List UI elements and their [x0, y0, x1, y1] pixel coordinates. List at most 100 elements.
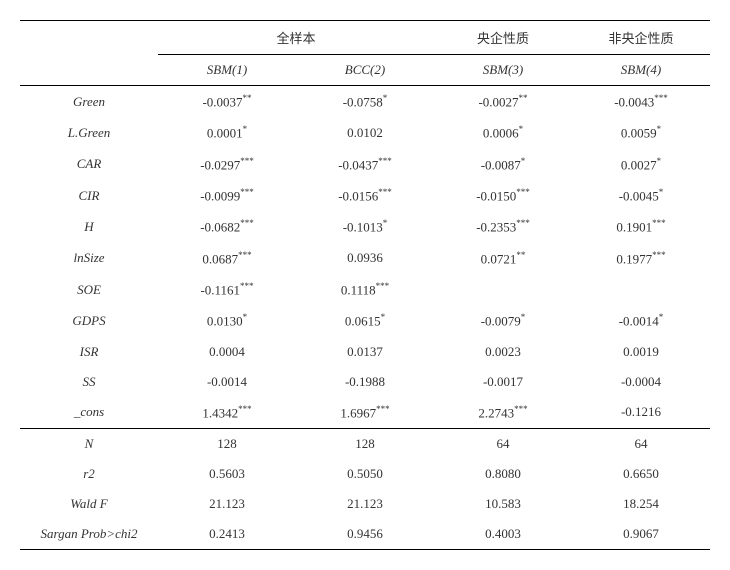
- cell-value: 0.0102: [296, 117, 434, 148]
- cell-value: 10.583: [434, 489, 572, 519]
- col-header-bcc2: BCC(2): [296, 55, 434, 86]
- cell-value: 0.5603: [158, 459, 296, 489]
- cell-value: 0.1118***: [296, 274, 434, 305]
- row-label: CAR: [20, 149, 158, 180]
- cell-value: 0.0023: [434, 337, 572, 367]
- cell-value: -0.0156***: [296, 180, 434, 211]
- cell-value: 0.2413: [158, 519, 296, 550]
- cell-value: 0.0006*: [434, 117, 572, 148]
- table-row: N1281286464: [20, 428, 710, 459]
- cell-value: 0.0019: [572, 337, 710, 367]
- cell-value: 0.0001*: [158, 117, 296, 148]
- cell-value: 0.5050: [296, 459, 434, 489]
- col-header-sbm3: SBM(3): [434, 55, 572, 86]
- cell-value: 0.0721**: [434, 243, 572, 274]
- cell-value: [572, 274, 710, 305]
- table-row: _cons1.4342***1.6967***2.2743***-0.1216: [20, 397, 710, 429]
- cell-value: -0.0043***: [572, 86, 710, 118]
- cell-value: 0.1901***: [572, 211, 710, 242]
- cell-value: 21.123: [296, 489, 434, 519]
- col-header-sbm4: SBM(4): [572, 55, 710, 86]
- cell-value: 0.0936: [296, 243, 434, 274]
- cell-value: -0.0017: [434, 367, 572, 397]
- cell-value: 0.9067: [572, 519, 710, 550]
- group-header-noncentral: 非央企性质: [572, 21, 710, 55]
- cell-value: 1.6967***: [296, 397, 434, 429]
- cell-value: -0.0027**: [434, 86, 572, 118]
- row-label: _cons: [20, 397, 158, 429]
- cell-value: 0.0027*: [572, 149, 710, 180]
- empty-cell: [20, 55, 158, 86]
- cell-value: 0.0059*: [572, 117, 710, 148]
- cell-value: [434, 274, 572, 305]
- table-row: CIR-0.0099***-0.0156***-0.0150***-0.0045…: [20, 180, 710, 211]
- group-header-all: 全样本: [158, 21, 434, 55]
- row-label: SOE: [20, 274, 158, 305]
- cell-value: -0.0087*: [434, 149, 572, 180]
- cell-value: 0.0130*: [158, 305, 296, 336]
- cell-value: 21.123: [158, 489, 296, 519]
- cell-value: 0.1977***: [572, 243, 710, 274]
- cell-value: 0.9456: [296, 519, 434, 550]
- table-row: SS-0.0014-0.1988-0.0017-0.0004: [20, 367, 710, 397]
- cell-value: 64: [434, 428, 572, 459]
- row-label: L.Green: [20, 117, 158, 148]
- cell-value: -0.0297***: [158, 149, 296, 180]
- cell-value: -0.1013*: [296, 211, 434, 242]
- cell-value: 128: [296, 428, 434, 459]
- row-label: GDPS: [20, 305, 158, 336]
- table-row: L.Green0.0001*0.01020.0006*0.0059*: [20, 117, 710, 148]
- cell-value: -0.0037**: [158, 86, 296, 118]
- table-row: Wald F21.12321.12310.58318.254: [20, 489, 710, 519]
- row-label: r2: [20, 459, 158, 489]
- table-row: GDPS0.0130*0.0615*-0.0079*-0.0014*: [20, 305, 710, 336]
- cell-value: 128: [158, 428, 296, 459]
- table-row: H-0.0682***-0.1013*-0.2353***0.1901***: [20, 211, 710, 242]
- cell-value: -0.0758*: [296, 86, 434, 118]
- cell-value: -0.2353***: [434, 211, 572, 242]
- row-label: N: [20, 428, 158, 459]
- cell-value: -0.0150***: [434, 180, 572, 211]
- row-label: Sargan Prob>chi2: [20, 519, 158, 550]
- row-label: Wald F: [20, 489, 158, 519]
- cell-value: 0.0615*: [296, 305, 434, 336]
- cell-value: -0.0004: [572, 367, 710, 397]
- table-row: CAR-0.0297***-0.0437***-0.0087*0.0027*: [20, 149, 710, 180]
- table-row: r20.56030.50500.80800.6650: [20, 459, 710, 489]
- row-label: SS: [20, 367, 158, 397]
- row-label: CIR: [20, 180, 158, 211]
- row-label: ISR: [20, 337, 158, 367]
- row-label: Green: [20, 86, 158, 118]
- cell-value: -0.0437***: [296, 149, 434, 180]
- table-row: ISR0.00040.01370.00230.0019: [20, 337, 710, 367]
- cell-value: 0.8080: [434, 459, 572, 489]
- cell-value: -0.1161***: [158, 274, 296, 305]
- cell-value: 0.6650: [572, 459, 710, 489]
- col-header-sbm1: SBM(1): [158, 55, 296, 86]
- cell-value: 0.0687***: [158, 243, 296, 274]
- cell-value: 0.0137: [296, 337, 434, 367]
- cell-value: -0.0682***: [158, 211, 296, 242]
- cell-value: 0.4003: [434, 519, 572, 550]
- table-row: lnSize0.0687***0.09360.0721**0.1977***: [20, 243, 710, 274]
- cell-value: 1.4342***: [158, 397, 296, 429]
- cell-value: -0.0099***: [158, 180, 296, 211]
- regression-table: 全样本 央企性质 非央企性质 SBM(1) BCC(2) SBM(3) SBM(…: [20, 20, 710, 550]
- coefficient-body: Green-0.0037**-0.0758*-0.0027**-0.0043**…: [20, 86, 710, 429]
- table-row: SOE-0.1161***0.1118***: [20, 274, 710, 305]
- row-label: H: [20, 211, 158, 242]
- cell-value: 0.0004: [158, 337, 296, 367]
- cell-value: -0.1988: [296, 367, 434, 397]
- table-row: Green-0.0037**-0.0758*-0.0027**-0.0043**…: [20, 86, 710, 118]
- cell-value: 64: [572, 428, 710, 459]
- stats-body: N1281286464r20.56030.50500.80800.6650Wal…: [20, 428, 710, 549]
- cell-value: -0.0014*: [572, 305, 710, 336]
- table-row: Sargan Prob>chi20.24130.94560.40030.9067: [20, 519, 710, 550]
- cell-value: 18.254: [572, 489, 710, 519]
- empty-corner: [20, 21, 158, 55]
- cell-value: 2.2743***: [434, 397, 572, 429]
- cell-value: -0.0045*: [572, 180, 710, 211]
- cell-value: -0.1216: [572, 397, 710, 429]
- cell-value: -0.0014: [158, 367, 296, 397]
- group-header-central: 央企性质: [434, 21, 572, 55]
